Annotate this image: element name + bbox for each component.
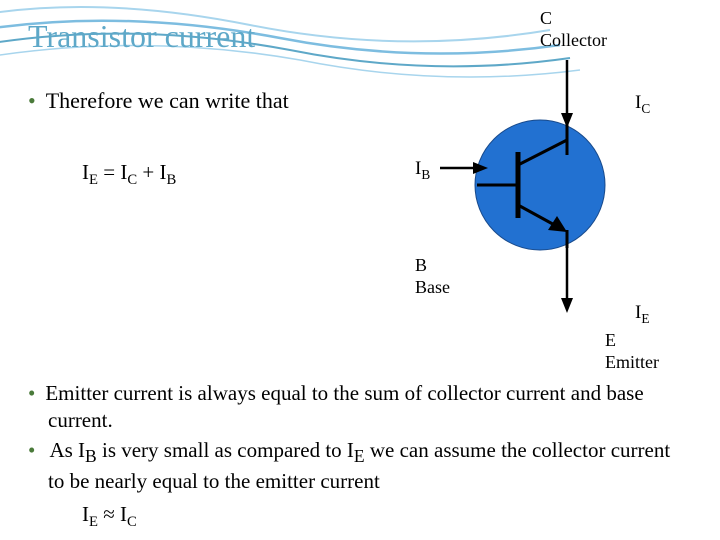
ib-current-label: IB [415,158,430,183]
equation-ie-approx-ic: IE ≈ IC [82,502,137,531]
slide-title: Transistor current [28,18,255,55]
ie-current-label: IE [635,302,649,327]
base-long: Base [415,277,450,297]
emitter-short: E [605,330,616,350]
collector-label: C Collector [540,8,607,51]
base-label: B Base [415,255,450,298]
ic-current-label: IC [635,92,650,117]
base-short: B [415,255,427,275]
bullet-emitter-sum: Emitter current is always equal to the s… [28,380,688,435]
equation-ie-ic-ib: IE = IC + IB [82,160,176,189]
bullet-therefore: Therefore we can write that [28,88,289,114]
collector-long: Collector [540,30,607,50]
emitter-long: Emitter [605,352,659,372]
collector-short: C [540,8,552,28]
emitter-label: E Emitter [605,330,659,373]
slide: Transistor current C Collector IC There [0,0,720,540]
bullet-ib-small: As IB is very small as compared to IE we… [28,437,688,495]
